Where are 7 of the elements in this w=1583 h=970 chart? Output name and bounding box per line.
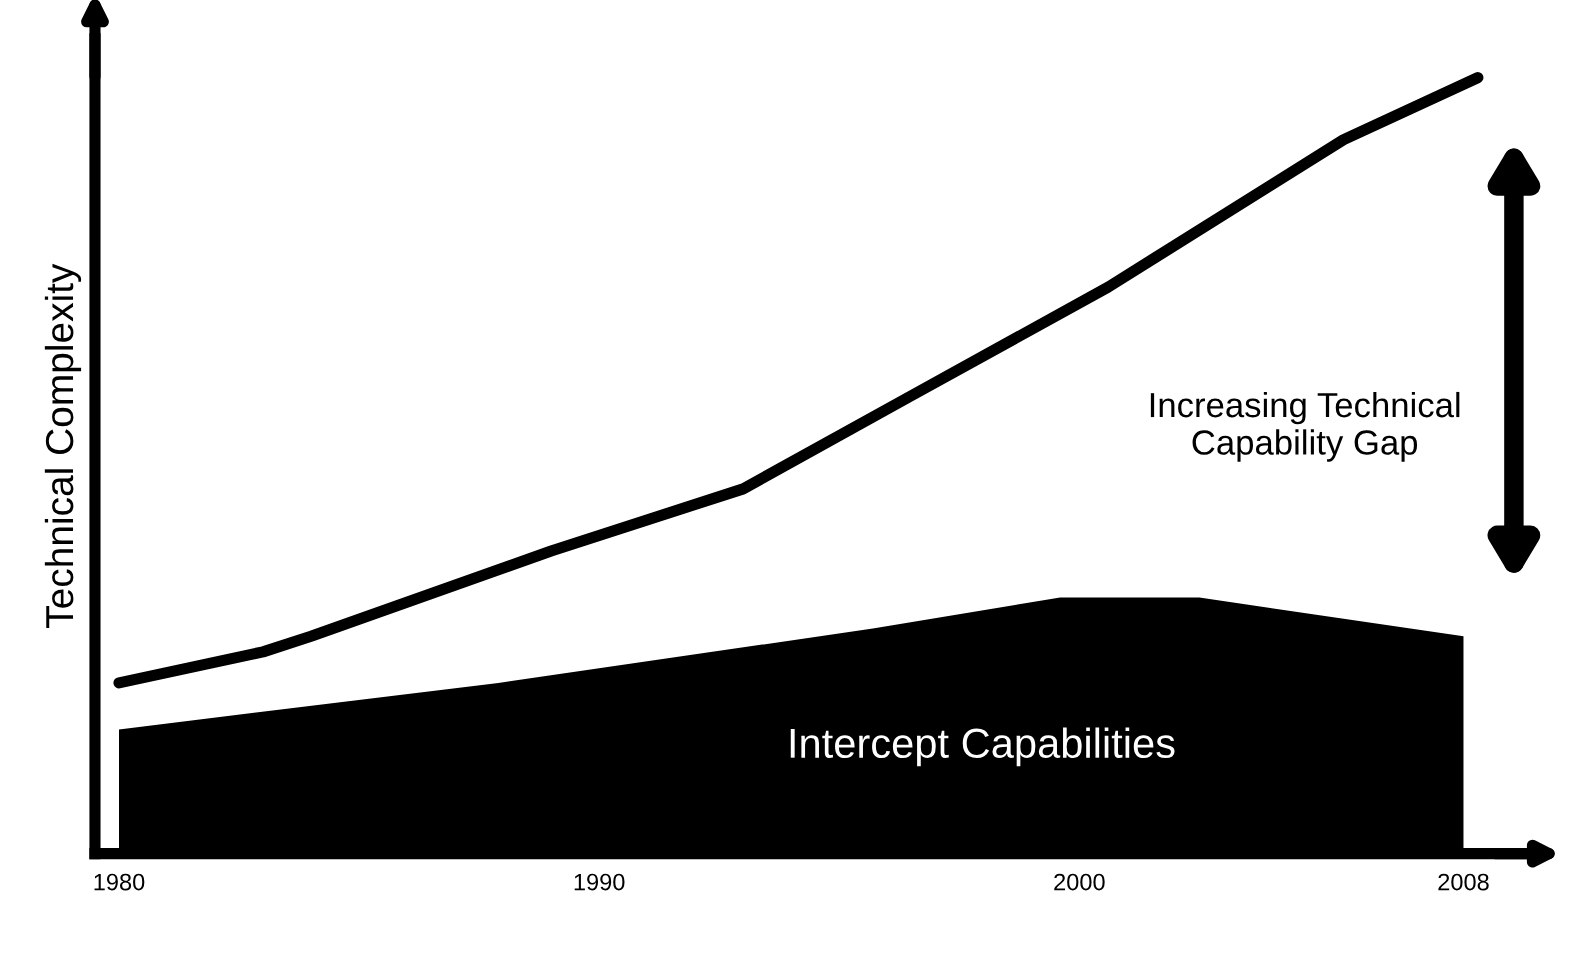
x-tick-label: 1980 bbox=[94, 873, 145, 891]
annotation: Intercept Capabilities bbox=[790, 727, 1175, 767]
y-axis-title: Technical Complexity bbox=[44, 263, 82, 628]
x-tick-label: 2008 bbox=[1438, 873, 1489, 891]
annotation: Increasing Technical Capability Gap bbox=[1150, 391, 1460, 462]
x-tick-label: 1990 bbox=[574, 873, 625, 891]
x-tick-label: 2000 bbox=[1054, 873, 1105, 891]
